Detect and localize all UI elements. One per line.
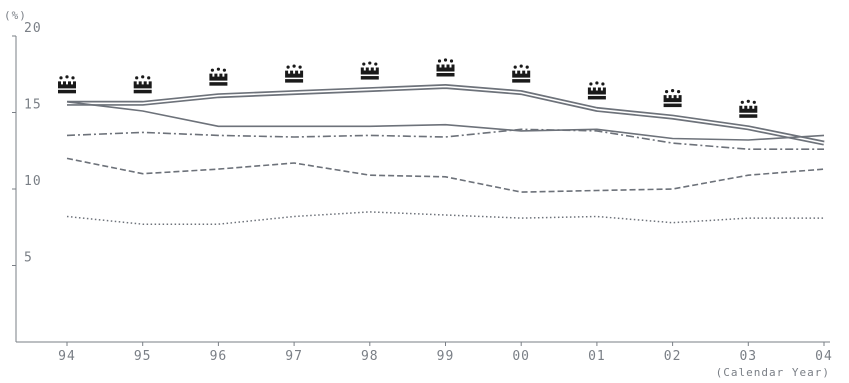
series-line bbox=[67, 158, 824, 192]
x-tick-label: 94 bbox=[58, 349, 76, 364]
y-tick-label: 10 bbox=[24, 174, 42, 189]
x-tick-label: 02 bbox=[664, 349, 682, 364]
x-tick-label: 00 bbox=[512, 349, 530, 364]
y-tick-label: 15 bbox=[24, 98, 42, 113]
y-axis-unit-label: (%) bbox=[4, 9, 27, 22]
x-tick-label: 04 bbox=[815, 349, 833, 364]
crown-icon bbox=[58, 75, 76, 93]
x-tick-label: 97 bbox=[285, 349, 303, 364]
x-tick-label: 95 bbox=[134, 349, 152, 364]
crown-icon bbox=[437, 58, 455, 76]
series-line bbox=[67, 212, 824, 224]
x-tick-label: 96 bbox=[210, 349, 228, 364]
x-tick-label: 99 bbox=[437, 349, 455, 364]
chart-axes: 5 10 15 20 94 95 96 97 98 99 00 01 02 03 04 bbox=[12, 21, 833, 364]
y-tick-label: 5 bbox=[24, 251, 33, 266]
crown-icon bbox=[739, 100, 757, 118]
crown-icon bbox=[361, 61, 379, 79]
x-axis-unit-label: (Calendar Year) bbox=[716, 366, 830, 379]
x-tick-label: 98 bbox=[361, 349, 379, 364]
series-5 bbox=[67, 212, 824, 224]
crown-icon bbox=[285, 65, 303, 83]
chart-series bbox=[67, 87, 824, 225]
crown-icon bbox=[209, 68, 227, 86]
y-tick-label: 20 bbox=[24, 21, 42, 36]
x-tick-label: 03 bbox=[739, 349, 757, 364]
crown-icon bbox=[512, 65, 530, 83]
series-4 bbox=[67, 158, 824, 192]
crown-icon bbox=[588, 81, 606, 99]
x-tick-label: 01 bbox=[588, 349, 606, 364]
crown-icon bbox=[134, 75, 152, 93]
crown-icon bbox=[664, 89, 682, 107]
